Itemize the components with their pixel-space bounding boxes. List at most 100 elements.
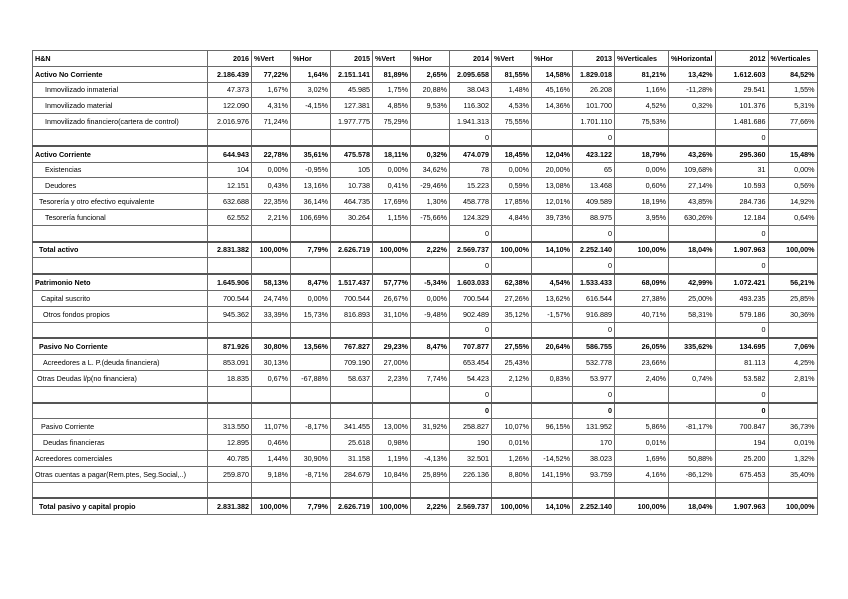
table-cell: 18,11% — [372, 144, 411, 163]
table-cell: 2,65% — [410, 65, 450, 83]
table-cell: 1,30% — [410, 193, 450, 210]
table-row: Acreedores a L. P.(deuda financiera) 853.… — [32, 354, 818, 371]
table-cell: 616.544 — [572, 289, 615, 307]
table-cell: 78 — [449, 161, 492, 179]
table-cell — [614, 128, 669, 147]
table-cell — [372, 224, 411, 243]
table-cell — [251, 224, 291, 243]
table-cell: 68,09% — [614, 273, 669, 291]
table-cell — [531, 385, 573, 404]
table-cell: 35,40% — [767, 465, 818, 483]
column-header: %Hor — [531, 50, 573, 67]
table-cell — [668, 224, 716, 243]
table-cell: 2,23% — [372, 369, 411, 387]
table-cell — [251, 257, 291, 275]
table-cell: 4,84% — [491, 208, 532, 226]
table-cell — [330, 401, 373, 420]
row-label — [32, 128, 208, 147]
table-cell: 10,07% — [491, 418, 532, 436]
table-cell: 1,15% — [372, 208, 411, 226]
table-cell — [531, 257, 573, 275]
table-cell — [410, 257, 450, 275]
table-cell — [372, 401, 411, 420]
table-cell: 141,19% — [531, 465, 573, 483]
table-cell: 36,14% — [290, 193, 331, 210]
table-cell: 335,62% — [668, 337, 716, 356]
table-cell: 1,67% — [251, 81, 291, 99]
table-cell: 124.329 — [449, 208, 492, 226]
table-cell: 630,26% — [668, 208, 716, 226]
table-cell: 10.593 — [714, 177, 769, 195]
column-header: 2014 — [449, 50, 492, 67]
table-cell: 47.373 — [207, 81, 252, 99]
table-cell — [449, 481, 492, 499]
table-cell: 75,29% — [372, 113, 411, 130]
table-cell: 10.738 — [330, 177, 373, 195]
table-cell: 25,43% — [491, 354, 532, 371]
table-cell — [290, 257, 331, 275]
table-cell: 2,40% — [614, 369, 669, 387]
table-cell — [290, 113, 331, 130]
table-cell — [491, 257, 532, 275]
table-cell: 77,22% — [251, 65, 291, 83]
column-header: 2013 — [572, 50, 615, 67]
table-cell: 313.550 — [207, 418, 252, 436]
table-cell — [410, 224, 450, 243]
table-cell: 1,19% — [372, 449, 411, 467]
table-cell: 33,39% — [251, 305, 291, 323]
table-cell: 62,38% — [491, 273, 532, 291]
table-cell: 53.977 — [572, 369, 615, 387]
table-cell: 0,32% — [410, 144, 450, 163]
table-cell: 423.122 — [572, 144, 615, 163]
table-cell: 0,01% — [491, 434, 532, 451]
table-cell: 2.569.737 — [449, 497, 492, 516]
table-cell: 4,54% — [531, 273, 573, 291]
table-cell: 475.578 — [330, 144, 373, 163]
table-cell: 12.151 — [207, 177, 252, 195]
table-cell: 5,86% — [614, 418, 669, 436]
row-label: Inmovilizado material — [32, 97, 208, 115]
table-row: Otros fondos propios 945.362 33,39% 15,73% 8… — [32, 305, 818, 323]
table-cell: 0,59% — [491, 177, 532, 195]
table-cell: -5,34% — [410, 273, 450, 291]
table-cell: 0 — [572, 401, 615, 420]
table-cell: 54.423 — [449, 369, 492, 387]
table-cell: 18,04% — [668, 497, 716, 516]
table-cell — [614, 321, 669, 339]
table-row: 0 0 0 — [32, 257, 818, 275]
table-cell: 81,55% — [491, 65, 532, 83]
table-cell: -8,71% — [290, 465, 331, 483]
table-cell — [767, 224, 818, 243]
table-cell — [767, 385, 818, 404]
table-cell: 12.895 — [207, 434, 252, 451]
table-cell: 10,84% — [372, 465, 411, 483]
row-label: Deudores — [32, 177, 208, 195]
table-cell: 8,47% — [410, 337, 450, 356]
table-cell: 0 — [572, 321, 615, 339]
table-cell: 2.252.140 — [572, 240, 615, 259]
table-cell — [614, 257, 669, 275]
table-cell: 2.569.737 — [449, 240, 492, 259]
table-cell: 0,00% — [290, 289, 331, 307]
table-cell: 0,43% — [251, 177, 291, 195]
table-cell: 1,64% — [290, 65, 331, 83]
table-cell: 7,79% — [290, 240, 331, 259]
table-cell: 2,21% — [251, 208, 291, 226]
table-cell — [207, 401, 252, 420]
table-body: H&N 2016 %Vert %Hor 2015 %Vert %Hor 2014 %Vert %H… — [32, 50, 818, 516]
table-cell: 0,83% — [531, 369, 573, 387]
table-cell — [767, 481, 818, 499]
table-cell: 13,08% — [531, 177, 573, 195]
table-cell: 1.941.313 — [449, 113, 492, 130]
table-row: Pasivo Corriente 313.550 11,07% -8,17% 341.4… — [32, 418, 818, 436]
table-cell: 127.381 — [330, 97, 373, 115]
table-cell: -11,28% — [668, 81, 716, 99]
table-cell: 0,32% — [668, 97, 716, 115]
table-cell — [668, 257, 716, 275]
table-cell: 93.759 — [572, 465, 615, 483]
table-cell: 27,55% — [491, 337, 532, 356]
table-cell: 43,85% — [668, 193, 716, 210]
table-cell: 1,75% — [372, 81, 411, 99]
table-cell — [251, 401, 291, 420]
table-cell — [767, 321, 818, 339]
